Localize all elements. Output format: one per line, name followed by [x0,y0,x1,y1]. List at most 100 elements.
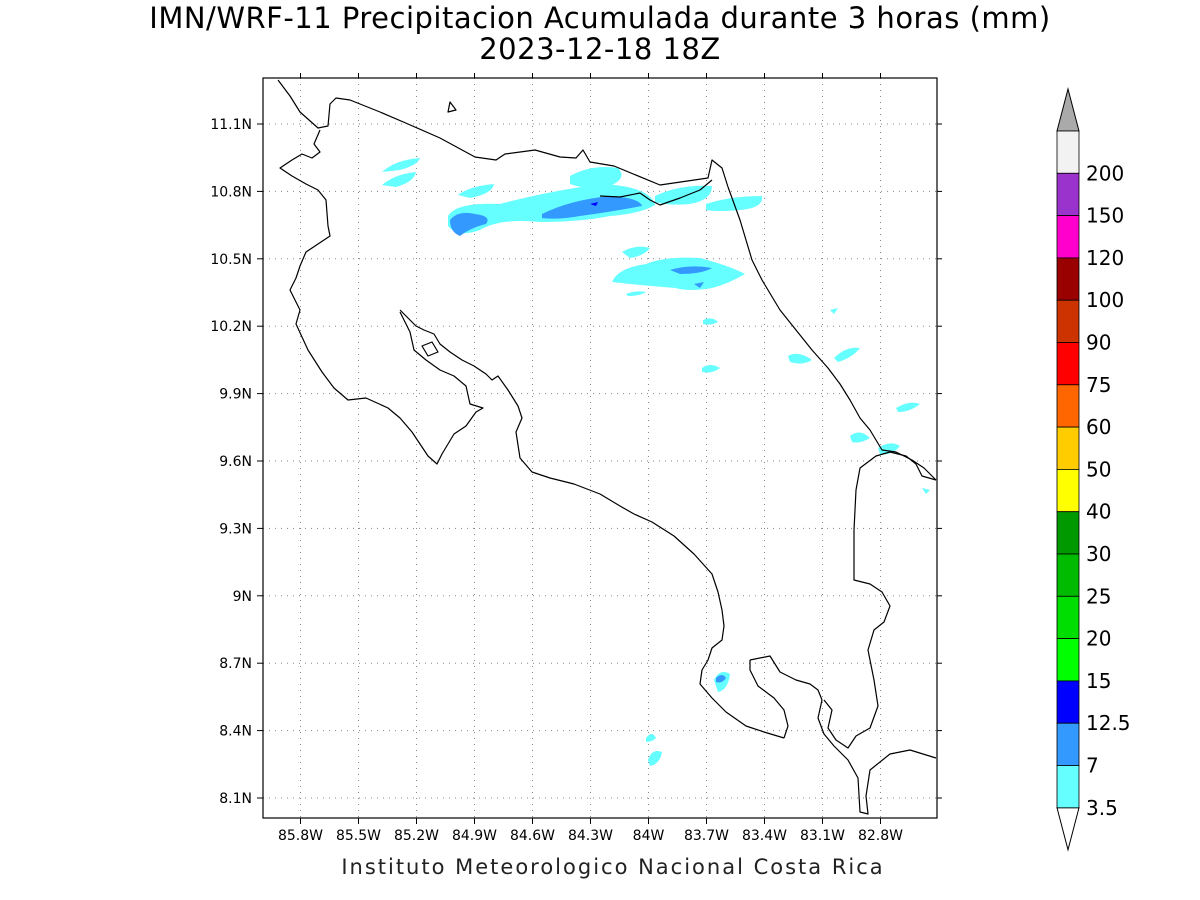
colorbar-segment [1056,299,1080,343]
colorbar-segment [1056,215,1080,259]
colorbar-label: 30 [1086,542,1111,566]
chart-title: IMN/WRF-11 Precipitacion Acumulada duran… [149,1,1051,35]
lat-tick-label: 8.4N [219,724,252,740]
lon-tick-label: 83.4W [742,828,787,844]
colorbar-segment [1056,680,1080,724]
coastline [599,179,713,206]
colorbar-label: 7 [1086,754,1099,778]
map-frame [262,77,938,819]
colorbar-label: 40 [1086,500,1111,524]
lon-tick-label: 85.5W [336,828,381,844]
lon-tick-label: 85.2W [394,828,439,844]
precip-area [703,318,718,325]
colorbar-label: 90 [1086,331,1111,355]
precip-area [590,202,598,206]
colorbar-segment [1056,638,1080,682]
lon-tick-label: 85.8W [278,828,323,844]
chart-date: 2023-12-18 18Z [479,32,721,66]
lat-tick-label: 8.7N [219,656,252,672]
precip-area [622,246,650,258]
precip-area [570,167,622,188]
lon-tick-label: 83.1W [800,828,845,844]
lat-tick-label: 10.2N [210,319,252,335]
colorbar-segment [1056,130,1080,174]
colorbar-segment [1056,595,1080,639]
colorbar-segment [1056,384,1080,428]
colorbar-label: 25 [1086,584,1111,608]
coastline-layer [277,79,937,815]
coastline [399,309,785,739]
precip-area [878,443,900,455]
lat-tick-label: 9.3N [219,521,252,537]
colorbar-label: 3.5 [1086,796,1118,820]
precip-area [450,212,488,236]
coastline [727,186,937,481]
precip-area [542,196,642,219]
colorbar-label: 75 [1086,373,1111,397]
precip-area [922,488,930,494]
coastline [277,79,729,188]
precip-area [458,184,494,198]
lon-tick-label: 82.8W [858,828,903,844]
colorbar-segment [1056,342,1080,386]
colorbar-segment [1056,765,1080,809]
colorbar-segment [1056,468,1080,513]
precip-area [896,402,920,412]
colorbar-segment [1056,172,1080,217]
precip-area [612,257,745,290]
lon-tick-label: 84.3W [568,828,613,844]
lat-tick-label: 11.1N [210,117,252,133]
coastline [421,341,439,357]
colorbar-label: 120 [1086,246,1124,270]
lat-tick-label: 9.9N [219,387,252,403]
coastline [447,101,457,113]
precip-area [670,266,712,274]
colorbar-segment [1056,257,1080,301]
precip-area [648,751,662,766]
colorbar-label: 15 [1086,669,1111,693]
colorbar-label: 200 [1086,161,1124,185]
coastline [749,660,789,739]
precip-area [850,432,870,443]
colorbar-segment [1056,553,1080,597]
precip-area [830,308,838,314]
colorbar-label: 12.5 [1086,711,1131,735]
lat-tick-label: 10.8N [210,184,252,200]
lat-tick-label: 10.5N [210,252,252,268]
lon-tick-label: 83.7W [684,828,729,844]
colorbar-label: 100 [1086,288,1124,312]
map-area [277,79,937,815]
coastline [279,129,484,465]
precip-area [788,353,812,364]
colorbar-label: 150 [1086,204,1124,228]
lat-tick-label: 9N [233,589,252,605]
lon-tick-label: 84.9W [452,828,497,844]
colorbar-segment [1056,722,1080,766]
precip-area [702,365,720,373]
colorbar-label: 20 [1086,627,1111,651]
precip-area [646,734,656,742]
precip-area [382,172,416,187]
colorbar-segment [1056,426,1080,470]
precip-area [626,291,646,296]
lon-tick-label: 84W [633,828,665,844]
precipitation-layer [382,158,930,766]
border-line [823,451,937,749]
precip-area [382,158,420,172]
colorbar-under-triangle [1056,807,1080,852]
colorbar-label: 60 [1086,415,1111,439]
colorbar-segment [1056,511,1080,555]
colorbar: 3.5 7 12.5 15 20 25 30 40 50 60 75 90 100 120 150 200 [1056,87,1131,852]
precip-area [716,675,726,683]
precip-area [655,185,712,205]
lat-tick-label: 9.6N [219,454,252,470]
footer-credit: Instituto Meteorologico Nacional Costa R… [341,855,885,879]
lon-tick-label: 84.6W [510,828,555,844]
precip-area [694,282,704,288]
precip-area [834,347,860,362]
colorbar-over-triangle [1056,87,1080,132]
coastline [749,655,937,815]
lat-tick-label: 8.1N [219,791,252,807]
colorbar-label: 50 [1086,457,1111,481]
